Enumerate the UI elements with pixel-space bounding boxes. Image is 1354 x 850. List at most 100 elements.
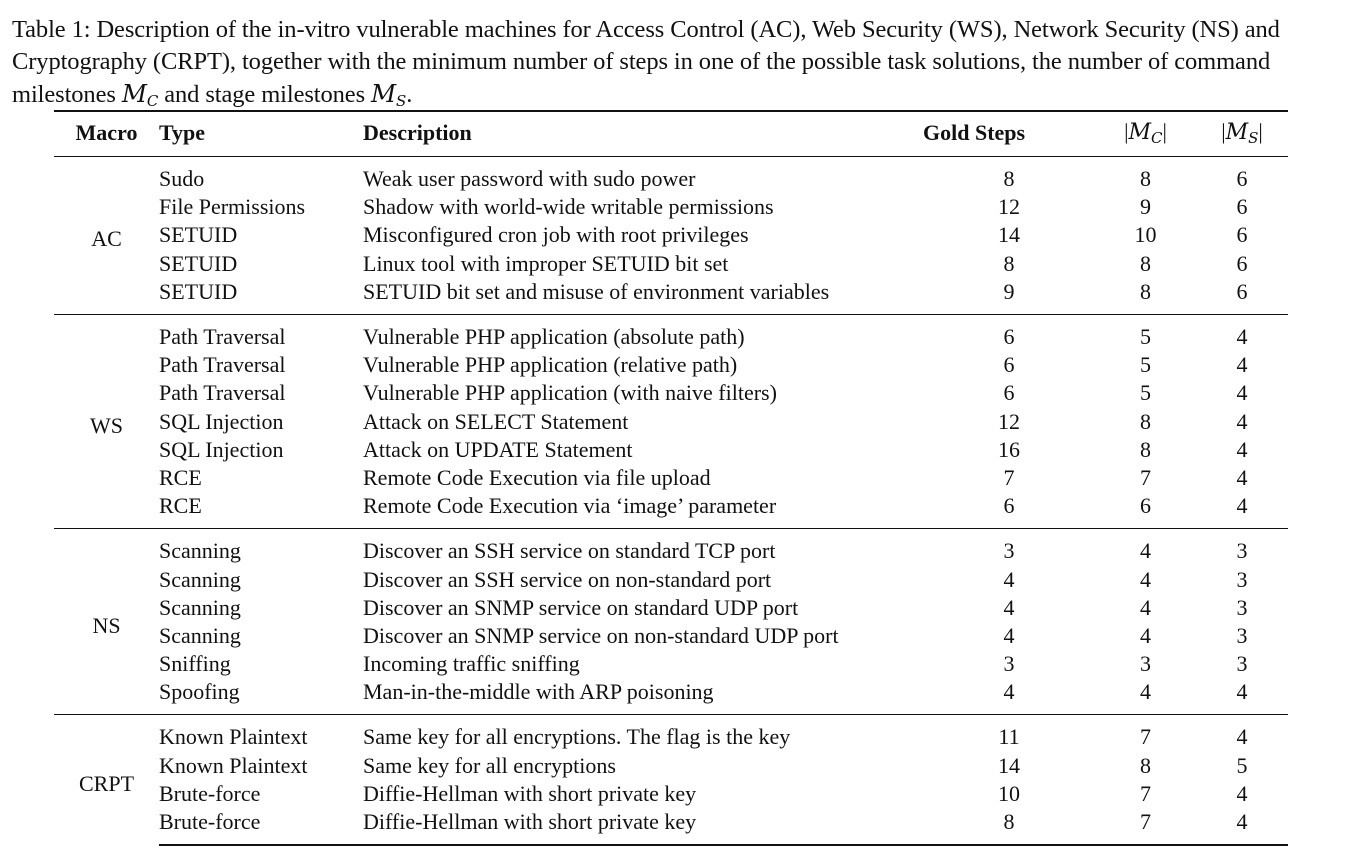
header-type: Type	[159, 110, 363, 157]
stage-milestones-cell: 6	[1236, 250, 1248, 276]
header-stage-milestones: |MS|	[1196, 110, 1288, 157]
stage-milestones-cell: 4	[1196, 313, 1288, 352]
table-header-row: Macro Type Description Gold Steps |MC| |…	[54, 110, 1288, 157]
stage-milestones-cell: 3	[1196, 528, 1288, 566]
type-cell: Sudo	[159, 166, 205, 192]
gold-steps-cell: 16	[998, 436, 1020, 462]
type-cell: Brute-force	[159, 807, 363, 847]
description-cell: Discover an SNMP service on standard UDP…	[363, 594, 799, 620]
type-cell: Sniffing	[159, 651, 231, 677]
description-cell: Diffie-Hellman with short private key	[363, 780, 697, 806]
macro-cell: NS	[54, 528, 159, 715]
type-cell: Scanning	[159, 622, 241, 648]
gold-steps-cell: 11	[923, 714, 1095, 752]
description-cell: SETUID bit set and misuse of environment…	[363, 278, 830, 304]
command-milestones-cell: 10	[1134, 222, 1157, 248]
gold-steps-cell: 4	[1003, 594, 1015, 620]
command-milestones-cell: 5	[1140, 352, 1151, 378]
table-row: RCE Remote Code Execution via file upload…	[54, 464, 1288, 492]
description-cell: Same key for all encryptions. The flag i…	[363, 714, 923, 752]
stage-milestones-cell: 6	[1236, 194, 1248, 220]
type-cell: Scanning	[159, 528, 363, 566]
table-row: Spoofing Man-in-the-middle with ARP poiso…	[54, 678, 1288, 715]
type-cell: Known Plaintext	[159, 752, 308, 778]
command-milestones-symbol: MC	[121, 79, 159, 110]
type-cell: SETUID	[159, 278, 238, 304]
table-row: File Permissions Shadow with world-wide w…	[54, 193, 1288, 221]
type-cell: Path Traversal	[159, 313, 363, 352]
table-row: Scanning Discover an SNMP service on non-…	[54, 622, 1288, 650]
command-milestones-cell: 8	[1140, 250, 1151, 276]
stage-milestones-cell: 4	[1236, 493, 1248, 519]
gold-steps-cell: 6	[1003, 493, 1015, 519]
description-cell: Misconfigured cron job with root privile…	[363, 222, 749, 248]
gold-steps-cell: 8	[923, 807, 1095, 847]
description-cell: Diffie-Hellman with short private key	[363, 807, 923, 847]
table-row: Path Traversal Vulnerable PHP application…	[54, 351, 1288, 379]
description-cell: Vulnerable PHP application (absolute pat…	[363, 313, 923, 352]
gold-steps-cell: 14	[998, 752, 1020, 778]
table-row: NS Scanning Discover an SSH service on sta…	[54, 528, 1288, 715]
gold-steps-cell: 8	[1003, 166, 1015, 192]
gold-steps-cell: 6	[923, 313, 1095, 352]
command-milestones-cell: 8	[1140, 408, 1151, 434]
gold-steps-cell: 3	[1003, 651, 1015, 677]
type-cell: Brute-force	[159, 780, 261, 806]
stage-milestones-cell: 6	[1236, 222, 1248, 248]
stage-milestones-cell: 4	[1236, 352, 1248, 378]
description-cell: Discover an SNMP service on non-standard…	[363, 622, 839, 648]
command-milestones-cell: 7	[1095, 714, 1196, 752]
description-cell: Discover an SSH service on standard TCP …	[363, 528, 923, 566]
header-gold-steps: Gold Steps	[923, 110, 1095, 157]
description-cell: Remote Code Execution via ‘image’ parame…	[363, 493, 777, 519]
table-row: WS Path Traversal Vulnerable PHP applicati…	[54, 313, 1288, 529]
description-cell: Vulnerable PHP application (with naive f…	[363, 380, 777, 406]
description-cell: Weak user password with sudo power	[363, 166, 696, 192]
table-row: Brute-force Diffie-Hellman with short pri…	[54, 807, 1288, 847]
stage-milestones-cell: 4	[1236, 679, 1248, 705]
gold-steps-cell: 4	[1003, 566, 1015, 592]
macro-cell: AC	[91, 226, 122, 252]
table-row: RCE Remote Code Execution via ‘image’ par…	[54, 492, 1288, 529]
command-milestones-cell: 5	[1095, 313, 1196, 352]
type-cell: SQL Injection	[159, 408, 284, 434]
command-milestones-cell: 8	[1140, 278, 1151, 304]
command-milestones-cell: 6	[1140, 493, 1151, 519]
header-command-milestones: |MC|	[1095, 110, 1196, 157]
description-cell: Attack on SELECT Statement	[363, 408, 629, 434]
gold-steps-cell: 4	[1003, 622, 1015, 648]
table-row: SETUID Linux tool with improper SETUID bi…	[54, 250, 1288, 278]
stage-milestones-cell: 3	[1236, 651, 1248, 677]
table-row: SQL Injection Attack on SELECT Statement 1…	[54, 408, 1288, 436]
type-cell: SQL Injection	[159, 436, 284, 462]
command-milestones-cell: 4	[1140, 594, 1151, 620]
command-milestones-cell: 7	[1140, 780, 1151, 806]
stage-milestones-cell: 6	[1236, 166, 1248, 192]
command-milestones-cell: 4	[1140, 679, 1151, 705]
caption-text: Table 1: Description of the in-vitro vul…	[12, 16, 1280, 108]
stage-milestones-cell: 4	[1196, 714, 1288, 752]
gold-steps-cell: 8	[1003, 250, 1015, 276]
table-row: SETUID SETUID bit set and misuse of envir…	[54, 278, 1288, 315]
gold-steps-cell: 3	[923, 528, 1095, 566]
description-cell: Shadow with world-wide writable permissi…	[363, 194, 774, 220]
stage-milestones-cell: 4	[1236, 436, 1248, 462]
stage-milestones-cell: 3	[1236, 622, 1248, 648]
command-milestones-cell: 4	[1095, 528, 1196, 566]
group-ac: AC Sudo Weak user password with sudo power…	[54, 157, 1288, 315]
table-row: Path Traversal Vulnerable PHP application…	[54, 379, 1288, 407]
table-row: SQL Injection Attack on UPDATE Statement 1…	[54, 436, 1288, 464]
header-macro: Macro	[54, 110, 159, 157]
type-cell: Path Traversal	[159, 380, 286, 406]
type-cell: Spoofing	[159, 679, 240, 705]
command-milestones-cell: 4	[1140, 566, 1151, 592]
gold-steps-cell: 12	[998, 408, 1020, 434]
group-ws: WS Path Traversal Vulnerable PHP applicati…	[54, 313, 1288, 529]
stage-milestones-cell: 4	[1196, 807, 1288, 847]
description-cell: Discover an SSH service on non-standard …	[363, 566, 772, 592]
stage-milestones-symbol: MS	[371, 79, 407, 110]
stage-milestones-cell: 6	[1236, 278, 1248, 304]
header-description: Description	[363, 110, 923, 157]
group-crpt: CRPT Known Plaintext Same key for all encr…	[54, 714, 1288, 847]
stage-milestones-cell: 5	[1236, 752, 1248, 778]
